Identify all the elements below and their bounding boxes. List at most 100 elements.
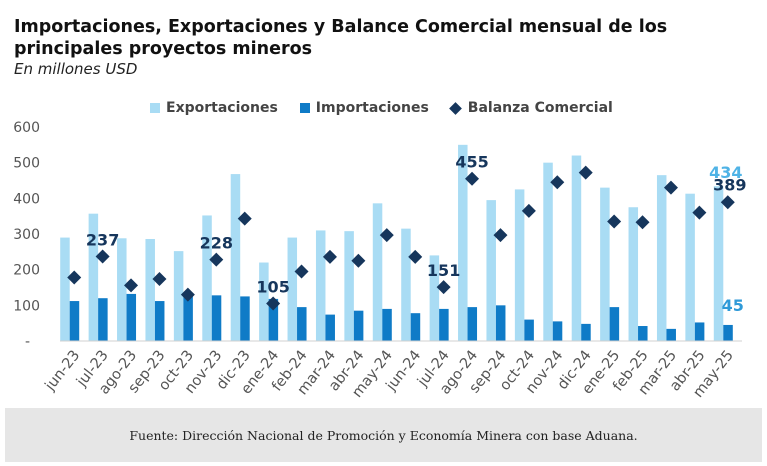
bar-importaciones [723, 324, 733, 341]
marker-balanza [351, 253, 366, 268]
bar-exportaciones [60, 237, 70, 341]
marker-balanza [379, 228, 394, 243]
bar-importaciones [638, 326, 648, 341]
marker-balanza [521, 203, 536, 218]
bar-exportaciones [88, 213, 99, 341]
bar-importaciones [297, 307, 307, 341]
legend-swatch-exportaciones [150, 103, 160, 113]
legend-item-importaciones: Importaciones [299, 100, 429, 116]
legend: Exportaciones Importaciones Balanza Come… [150, 100, 613, 116]
chart-plot: -100200300400500600jun-23jul-23ago-23sep… [13, 120, 746, 401]
legend-label-balanza: Balanza Comercial [467, 100, 613, 116]
marker-balanza [720, 195, 735, 210]
data-label: 228 [200, 234, 233, 253]
bar-exportaciones [202, 215, 212, 341]
marker-balanza [578, 165, 593, 180]
chart-subtitle: En millones USD [14, 60, 138, 78]
bar-exportaciones [628, 207, 639, 341]
bar-importaciones [382, 308, 392, 341]
bar-importaciones [410, 313, 421, 341]
data-label: 455 [455, 153, 488, 172]
bar-exportaciones [656, 175, 667, 341]
bar-importaciones [126, 293, 137, 341]
bar-importaciones [609, 307, 620, 341]
bar-importaciones [467, 307, 478, 341]
data-label: 45 [722, 296, 744, 315]
bar-exportaciones [117, 238, 127, 341]
data-label: 389 [713, 175, 746, 194]
marker-balanza [692, 205, 707, 220]
marker-balanza [663, 180, 678, 195]
data-label: 434 [709, 163, 742, 182]
bar-importaciones [268, 298, 279, 341]
bar-exportaciones [315, 230, 326, 341]
legend-label-importaciones: Importaciones [315, 100, 429, 116]
bar-exportaciones [429, 255, 440, 341]
bar-importaciones [439, 308, 449, 341]
bar-exportaciones [344, 231, 354, 341]
marker-balanza [493, 228, 508, 243]
marker-balanza [124, 278, 139, 293]
bar-exportaciones [571, 155, 582, 341]
bar-exportaciones [713, 186, 724, 341]
marker-balanza [67, 270, 82, 285]
bar-importaciones [495, 305, 506, 341]
bar-exportaciones [230, 174, 241, 341]
bar-importaciones [240, 296, 250, 341]
chart-title: Importaciones, Exportaciones y Balance C… [14, 17, 668, 59]
bar-importaciones [211, 295, 222, 341]
marker-balanza [266, 296, 281, 311]
bar-importaciones [325, 314, 335, 341]
bar-importaciones [666, 328, 676, 341]
data-label: 105 [256, 278, 289, 297]
bar-exportaciones [486, 200, 496, 341]
legend-item-exportaciones: Exportaciones [150, 100, 278, 116]
marker-balanza [408, 249, 423, 264]
bar-importaciones [694, 322, 705, 341]
bar-importaciones [154, 301, 165, 341]
legend-item-balanza: Balanza Comercial [448, 100, 613, 116]
marker-balanza [607, 214, 622, 229]
y-tick-label: - [25, 334, 30, 350]
y-tick-label: 100 [13, 298, 40, 314]
bar-exportaciones [543, 162, 553, 341]
marker-balanza [152, 271, 167, 286]
bar-importaciones [524, 319, 534, 341]
bar-importaciones [98, 298, 108, 341]
y-tick-label: 600 [13, 120, 40, 136]
bar-importaciones [353, 310, 364, 341]
bar-exportaciones [685, 193, 695, 341]
data-label: 237 [86, 230, 119, 249]
legend-swatch-importaciones [299, 103, 310, 113]
bar-importaciones [183, 296, 193, 341]
marker-balanza [237, 211, 252, 226]
marker-balanza [322, 249, 337, 264]
bar-exportaciones [372, 203, 383, 341]
bar-importaciones [581, 323, 591, 341]
y-tick-label: 400 [13, 191, 40, 207]
marker-balanza [550, 175, 565, 190]
bar-exportaciones [173, 251, 184, 341]
x-tick-label: jun-23 [42, 348, 84, 395]
data-label: 151 [427, 261, 460, 280]
marker-balanza [635, 215, 650, 230]
marker-balanza [465, 171, 480, 186]
bar-exportaciones [401, 228, 411, 341]
y-tick-label: 500 [13, 156, 40, 172]
marker-balanza [180, 287, 195, 302]
bar-importaciones [552, 321, 563, 341]
bar-importaciones [69, 301, 80, 341]
marker-balanza [436, 280, 451, 295]
bar-exportaciones [514, 189, 525, 341]
bar-exportaciones [145, 238, 155, 341]
bar-exportaciones [287, 237, 298, 341]
bar-exportaciones [458, 144, 468, 341]
y-tick-label: 300 [13, 227, 40, 243]
marker-balanza [209, 252, 224, 267]
marker-balanza [294, 264, 309, 279]
y-tick-label: 200 [13, 263, 40, 279]
bar-exportaciones [259, 262, 269, 341]
marker-balanza [95, 249, 110, 264]
legend-label-exportaciones: Exportaciones [166, 100, 278, 116]
source-footer: Fuente: Dirección Nacional de Promoción … [5, 408, 762, 462]
